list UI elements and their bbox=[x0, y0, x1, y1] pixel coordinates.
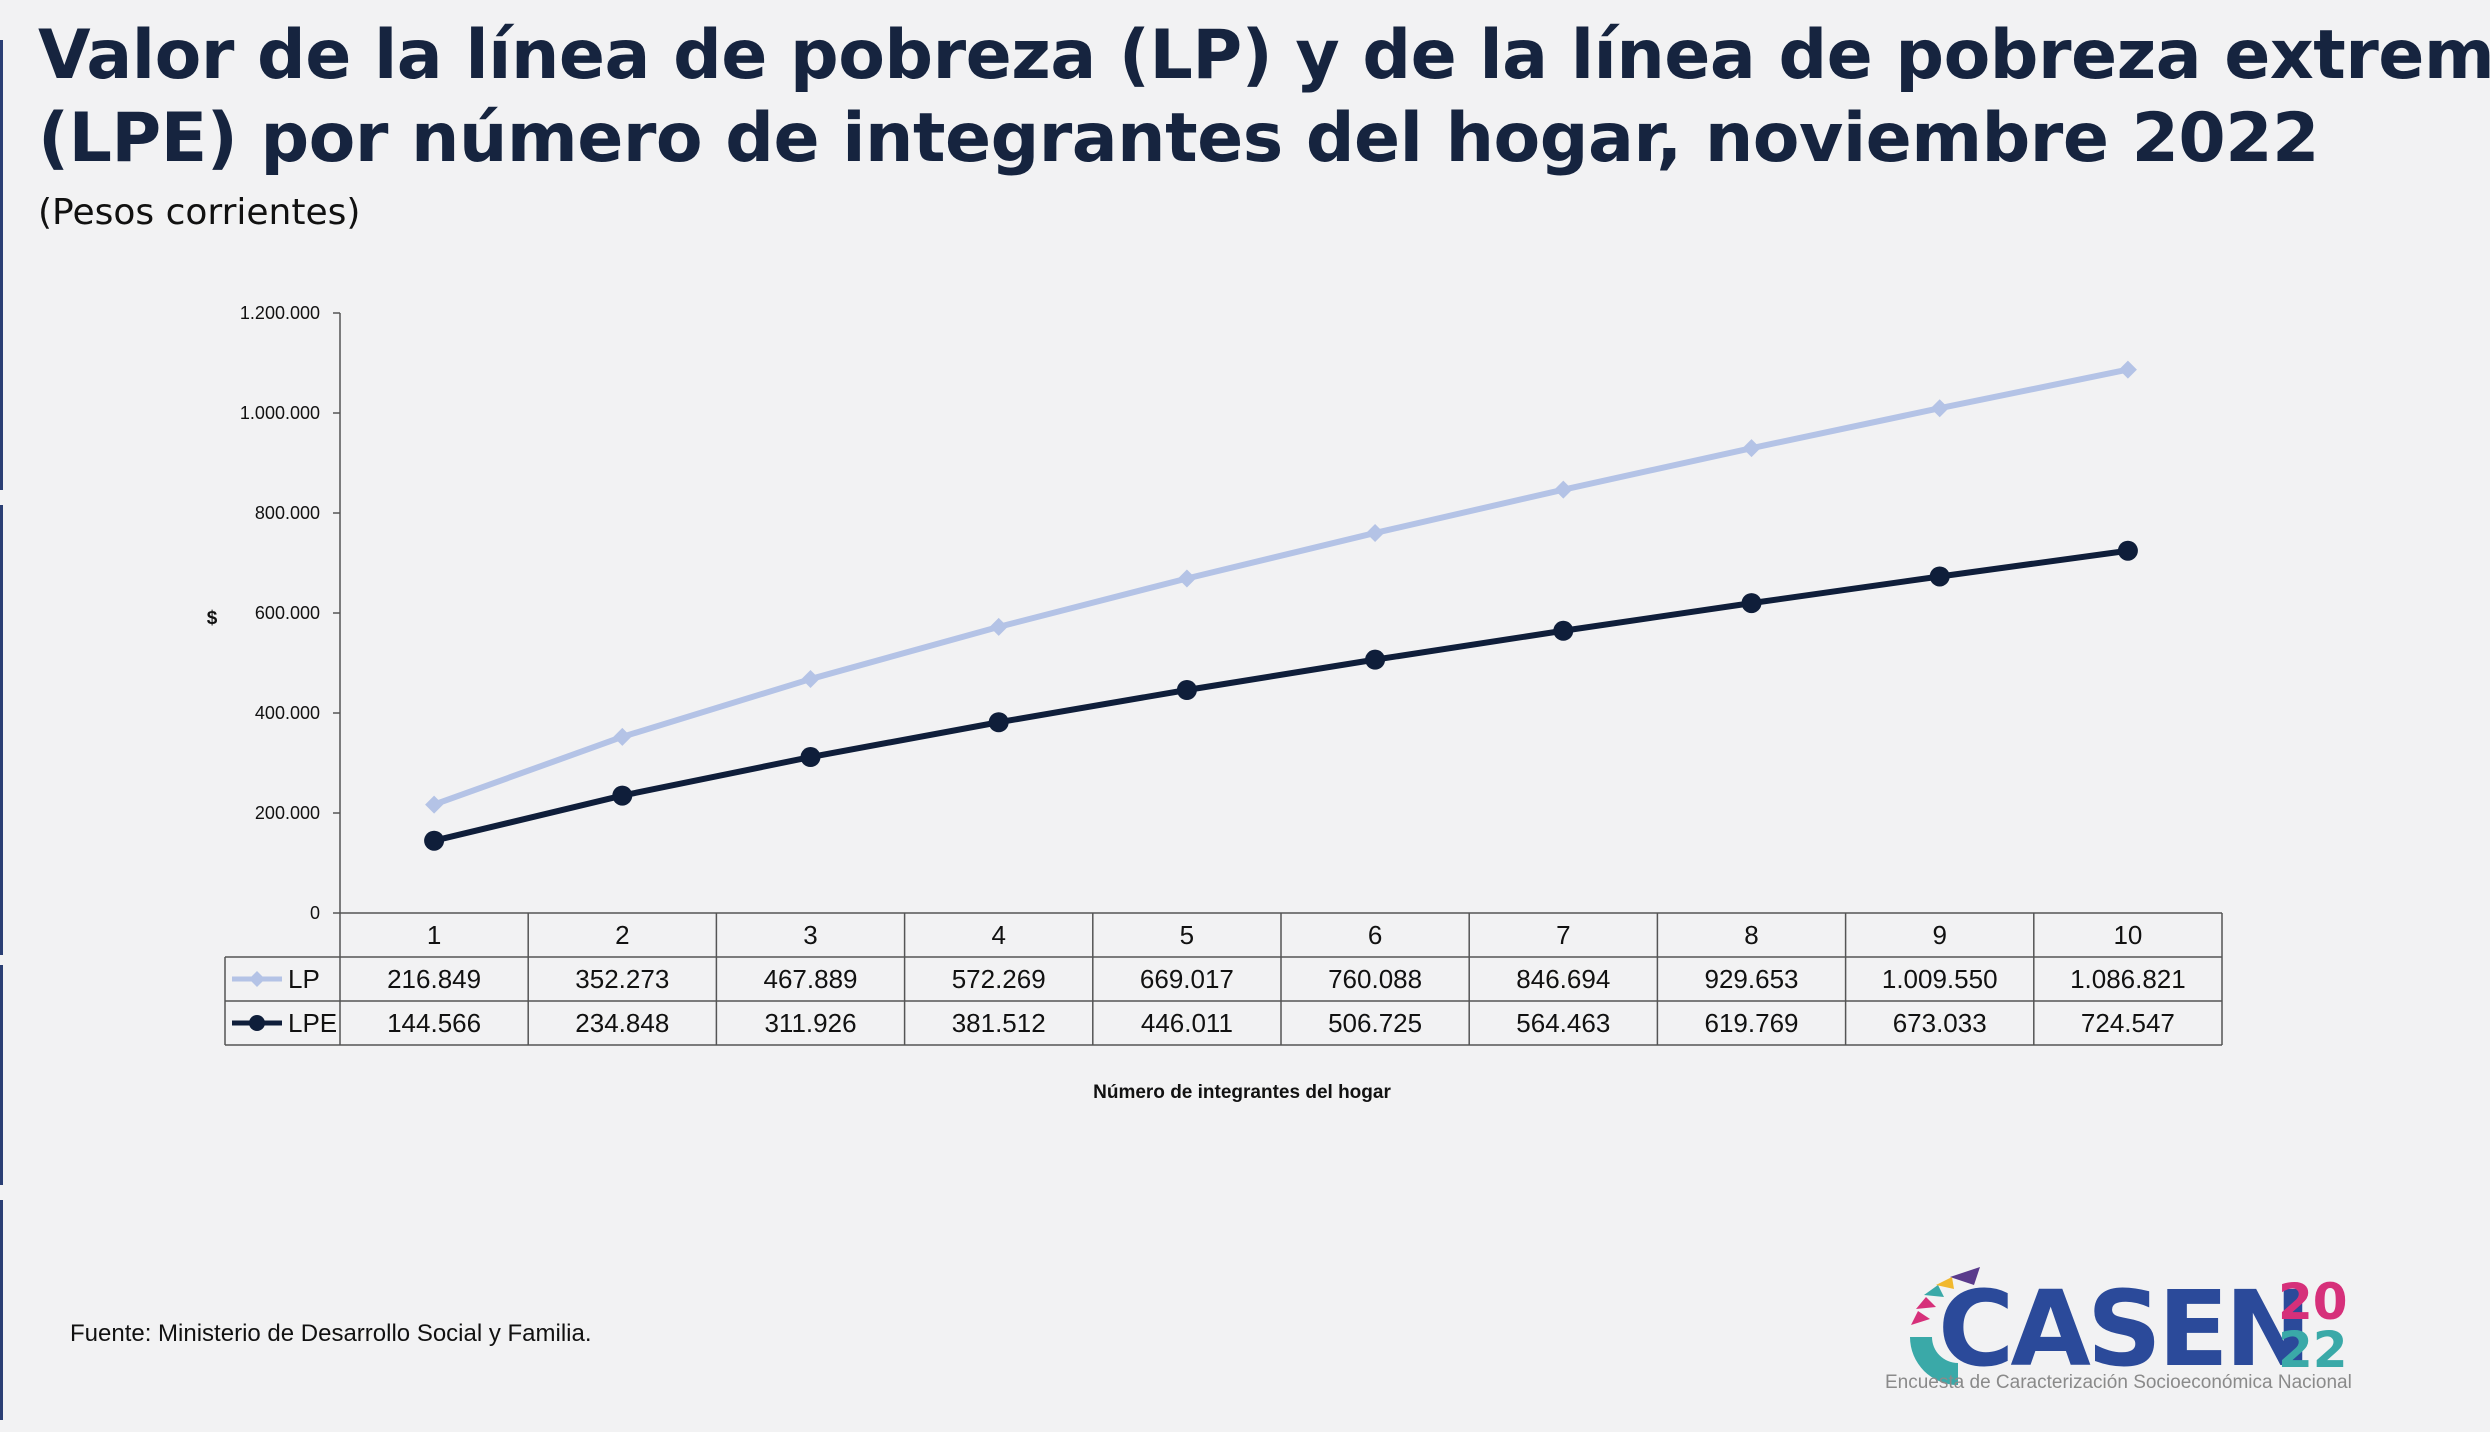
series-line-lp bbox=[433, 366, 2129, 808]
data-point-lp bbox=[801, 670, 820, 689]
data-point-lpe bbox=[1553, 620, 1574, 641]
y-tick-label: 1.000.000 bbox=[240, 403, 320, 423]
y-tick-label: 400.000 bbox=[255, 703, 320, 723]
data-point-lpe bbox=[2117, 540, 2138, 561]
y-tick-label: 600.000 bbox=[255, 603, 320, 623]
page-title-line-1: Valor de la línea de pobreza (LP) y de l… bbox=[38, 16, 2490, 95]
series-line-lpe bbox=[433, 547, 2129, 844]
x-category-label: 1 bbox=[427, 920, 441, 950]
data-point-lp bbox=[1177, 569, 1196, 588]
x-category-label: 8 bbox=[1744, 920, 1758, 950]
table-value-lpe: 381.512 bbox=[952, 1008, 1046, 1038]
data-point-lpe bbox=[800, 747, 821, 768]
data-point-lp bbox=[425, 795, 444, 814]
page-title: Valor de la línea de pobreza (LP) y de l… bbox=[38, 14, 2490, 180]
table-value-lp: 846.694 bbox=[1516, 964, 1610, 994]
table-value-lpe: 234.848 bbox=[575, 1008, 669, 1038]
x-category-label: 6 bbox=[1368, 920, 1382, 950]
x-category-label: 10 bbox=[2113, 920, 2142, 950]
table-value-lpe: 506.725 bbox=[1328, 1008, 1422, 1038]
table-value-lpe: 619.769 bbox=[1705, 1008, 1799, 1038]
table-value-lp: 929.653 bbox=[1705, 964, 1799, 994]
table-value-lpe: 446.011 bbox=[1141, 1008, 1233, 1038]
table-value-lp: 467.889 bbox=[764, 964, 858, 994]
page-subtitle: (Pesos corrientes) bbox=[38, 192, 361, 233]
x-category-label: 2 bbox=[615, 920, 629, 950]
data-point-lpe bbox=[424, 830, 445, 851]
x-category-label: 7 bbox=[1556, 920, 1570, 950]
legend-marker-lpe bbox=[249, 1015, 265, 1031]
legend-label-lpe: LPE bbox=[288, 1008, 337, 1038]
data-point-lp bbox=[613, 727, 632, 746]
x-category-label: 5 bbox=[1180, 920, 1194, 950]
table-value-lpe: 311.926 bbox=[764, 1008, 856, 1038]
y-tick-label: 0 bbox=[310, 903, 320, 923]
data-point-lp bbox=[2118, 360, 2137, 379]
table-value-lpe: 564.463 bbox=[1516, 1008, 1610, 1038]
casen-logo: CASEN 20 22 bbox=[1910, 1267, 2348, 1390]
table-value-lp: 669.017 bbox=[1140, 964, 1234, 994]
table-value-lp: 572.269 bbox=[952, 964, 1046, 994]
y-tick-label: 800.000 bbox=[255, 503, 320, 523]
x-category-label: 4 bbox=[991, 920, 1005, 950]
table-value-lp: 216.849 bbox=[387, 964, 481, 994]
poverty-line-chart: 0 200.000 400.000 600.000 800.000 1.000.000 1.… bbox=[207, 303, 2223, 1103]
x-category-label: 9 bbox=[1932, 920, 1946, 950]
x-category-label: 3 bbox=[803, 920, 817, 950]
source-note: Fuente: Ministerio de Desarrollo Social … bbox=[70, 1320, 592, 1347]
logo-caption: Encuesta de Caracterización Socioeconómi… bbox=[1885, 1372, 2352, 1393]
table-value-lp: 1.086.821 bbox=[2070, 964, 2186, 994]
logo-year-top: 20 bbox=[2278, 1273, 2348, 1331]
data-point-lpe bbox=[1365, 649, 1386, 670]
y-axis-title: $ bbox=[207, 608, 218, 629]
data-point-lp bbox=[1554, 480, 1573, 499]
data-point-lp bbox=[1930, 399, 1949, 418]
table-value-lpe: 144.566 bbox=[387, 1008, 481, 1038]
data-point-lpe bbox=[612, 785, 633, 806]
legend-marker-lp bbox=[249, 971, 265, 987]
table-value-lp: 760.088 bbox=[1328, 964, 1422, 994]
x-axis-title: Número de integrantes del hogar bbox=[1093, 1082, 1391, 1103]
table-value-lp: 352.273 bbox=[575, 964, 669, 994]
left-rule bbox=[0, 965, 3, 1185]
y-tick-label: 1.200.000 bbox=[240, 303, 320, 323]
table-value-lpe: 673.033 bbox=[1893, 1008, 1987, 1038]
data-point-lpe bbox=[1929, 566, 1950, 587]
table-value-lpe: 724.547 bbox=[2081, 1008, 2175, 1038]
data-point-lpe bbox=[988, 712, 1009, 733]
left-rule bbox=[0, 1200, 3, 1420]
left-rule bbox=[0, 505, 3, 955]
data-point-lpe bbox=[1176, 679, 1197, 700]
legend-label-lp: LP bbox=[288, 964, 320, 994]
logo-letters: CASEN bbox=[1938, 1268, 2308, 1390]
y-tick-label: 200.000 bbox=[255, 803, 320, 823]
logo-year-bottom: 22 bbox=[2278, 1321, 2348, 1379]
page-title-line-2: (LPE) por número de integrantes del hoga… bbox=[38, 99, 2319, 178]
data-point-lp bbox=[1742, 439, 1761, 458]
left-rule bbox=[0, 40, 3, 490]
data-point-lpe bbox=[1741, 593, 1762, 614]
table-value-lp: 1.009.550 bbox=[1882, 964, 1998, 994]
data-point-lp bbox=[989, 617, 1008, 636]
data-point-lp bbox=[1366, 523, 1385, 542]
logo-arc-icon bbox=[1910, 1267, 1980, 1385]
